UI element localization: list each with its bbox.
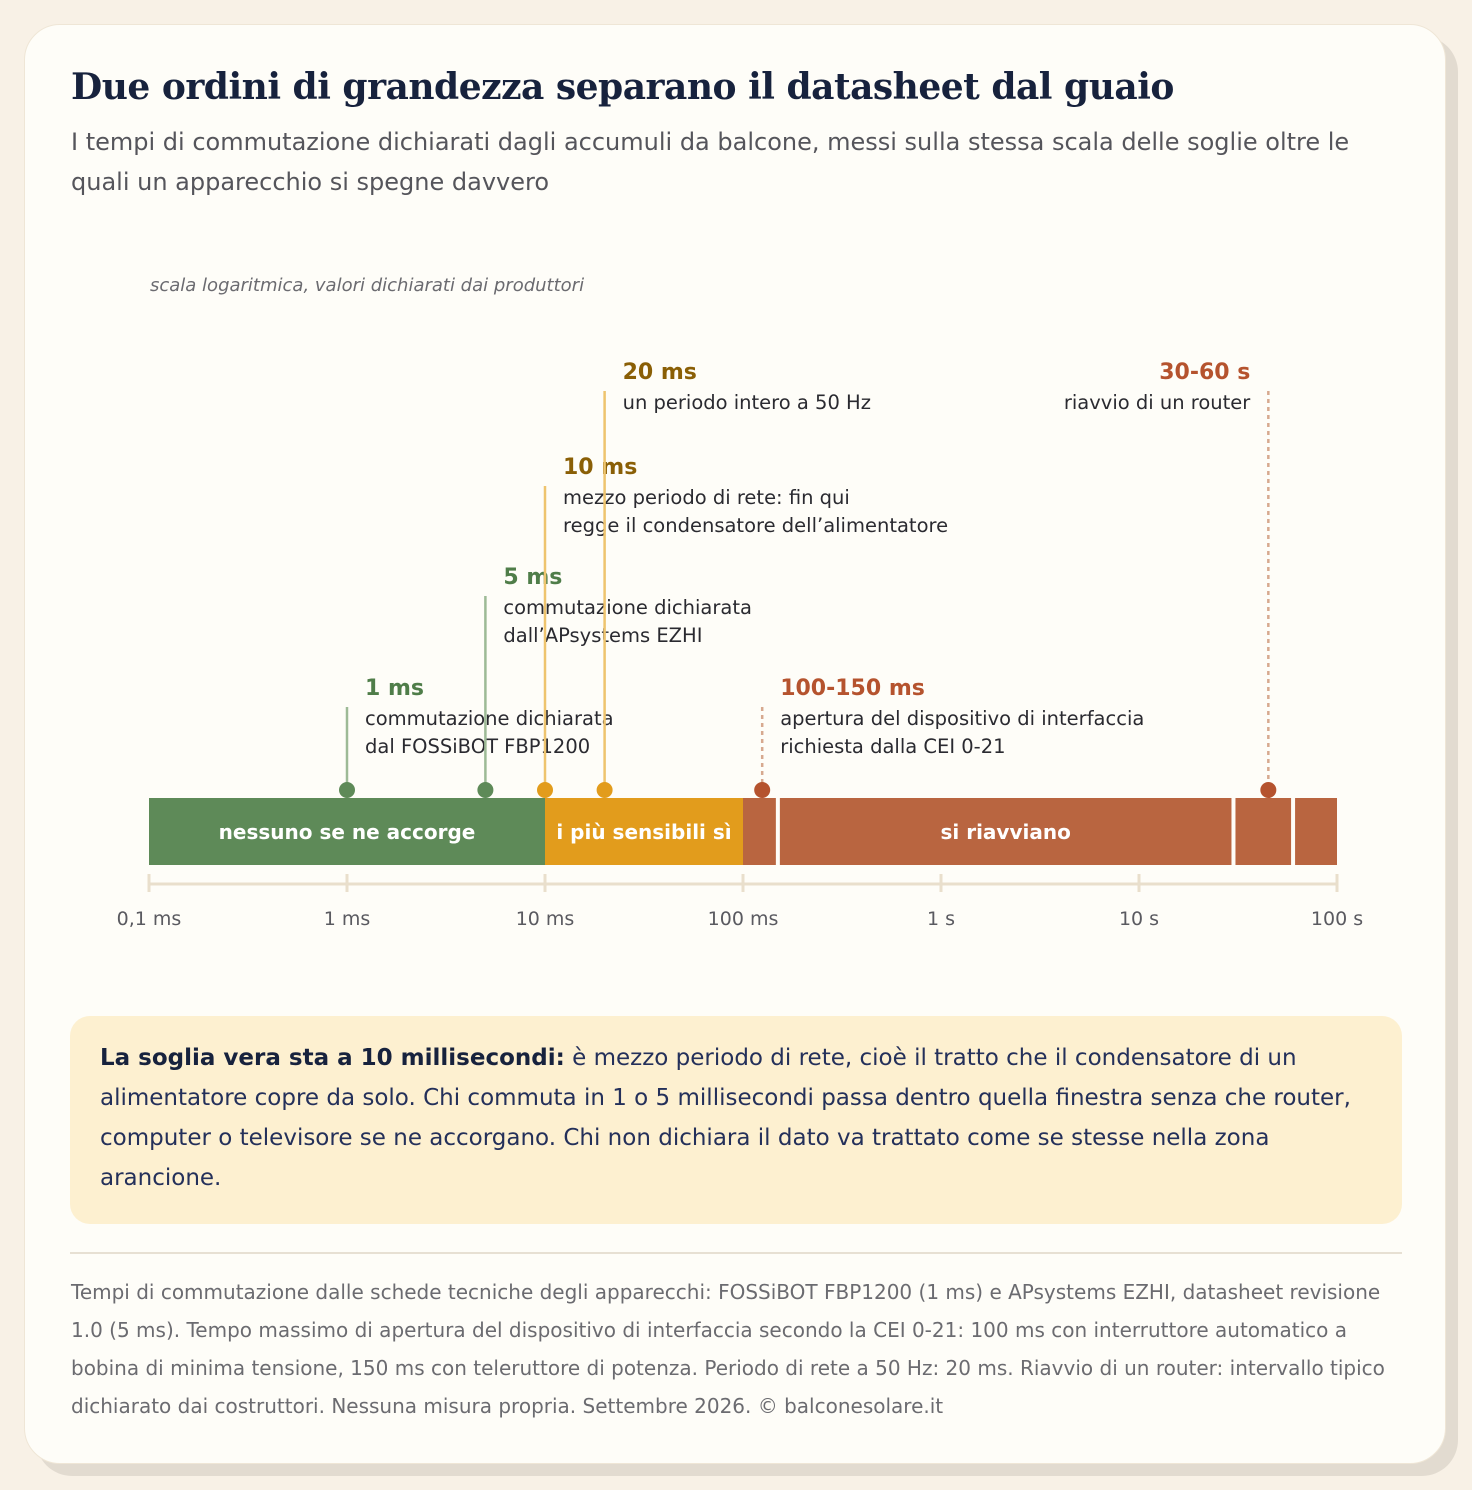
- marker-description: un periodo intero a 50 Hz: [623, 391, 871, 414]
- marker-value-label: 30-60 s: [1159, 360, 1250, 385]
- card: [24, 24, 1446, 1464]
- zone-bar: [779, 798, 1232, 865]
- zone-bar: [743, 798, 776, 865]
- zone-label: i più sensibili sì: [556, 820, 731, 844]
- zone-label: si riavviano: [940, 820, 1070, 844]
- marker-description: mezzo periodo di rete: fin qui: [563, 486, 850, 509]
- marker-value-label: 1 ms: [365, 676, 424, 701]
- scale-note: scala logaritmica, valori dichiarati dai…: [150, 275, 584, 296]
- callout-box: La soglia vera sta a 10 millisecondi: è …: [70, 1016, 1402, 1224]
- timeline-chart: scala logaritmica, valori dichiarati dai…: [117, 275, 1363, 930]
- tick-label: 10 s: [1119, 908, 1159, 930]
- marker-description: dal FOSSiBOT FBP1200: [365, 735, 590, 758]
- tick-label: 1 s: [927, 908, 955, 930]
- marker-dot: [477, 782, 494, 798]
- marker-value-label: 5 ms: [503, 565, 562, 590]
- marker-description: regge il condensatore dell’alimentatore: [563, 514, 948, 537]
- zone-bar: [1295, 798, 1337, 865]
- marker-dot: [339, 782, 355, 798]
- marker-description: riavvio di un router: [1064, 391, 1251, 414]
- marker-dot: [754, 782, 771, 798]
- callout-lead: La soglia vera sta a 10 millisecondi:: [100, 1045, 565, 1071]
- source-note: Tempi di commutazione dalle schede tecni…: [71, 1280, 1385, 1418]
- zone-bar: [545, 798, 743, 865]
- marker-description: apertura del dispositivo di interfaccia: [780, 707, 1144, 730]
- marker-description: richiesta dalla CEI 0-21: [780, 735, 1005, 758]
- marker-description: commutazione dichiarata: [365, 707, 614, 730]
- marker-value-label: 100-150 ms: [780, 676, 925, 701]
- zone-bar: [1235, 798, 1292, 865]
- page-subtitle: I tempi di commutazione dichiarati dagli…: [71, 128, 1350, 196]
- divider: [70, 1252, 1402, 1254]
- tick-label: 0,1 ms: [117, 908, 182, 930]
- tick-label: 100 ms: [708, 908, 779, 930]
- marker-value-label: 20 ms: [623, 360, 697, 385]
- callout-text: è mezzo periodo di rete, cioè il tratto …: [100, 1045, 1351, 1191]
- marker-description: commutazione dichiarata: [503, 596, 752, 619]
- marker-dot: [537, 782, 553, 798]
- tick-label: 1 ms: [324, 908, 371, 930]
- marker-dot: [596, 782, 613, 798]
- tick-label: 10 ms: [516, 908, 575, 930]
- tick-label: 100 s: [1311, 908, 1363, 930]
- marker-dot: [1260, 782, 1277, 798]
- marker-description: dall’APsystems EZHI: [503, 624, 702, 647]
- page-title: Due ordini di grandezza separano il data…: [71, 66, 1174, 108]
- marker-value-label: 10 ms: [563, 455, 637, 480]
- zone-label: nessuno se ne accorge: [219, 820, 476, 844]
- zone-bar: [149, 798, 545, 865]
